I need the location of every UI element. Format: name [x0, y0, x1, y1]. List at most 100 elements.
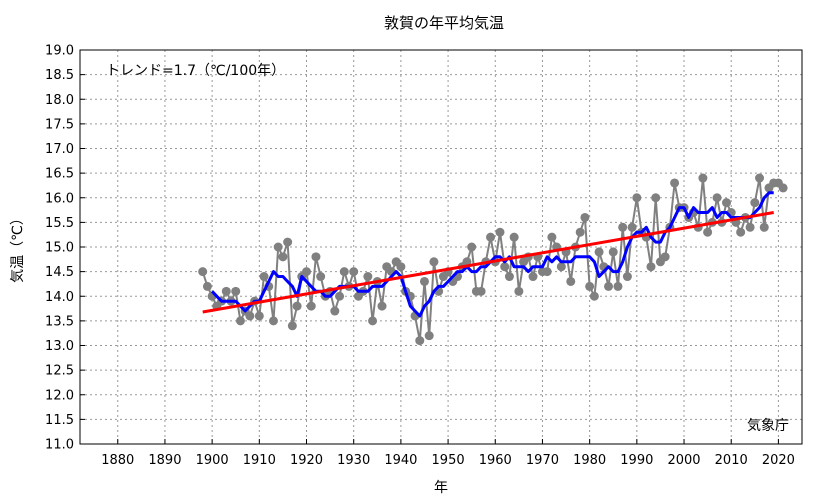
data-point	[736, 227, 746, 237]
data-point	[429, 257, 439, 267]
x-tick-label: 1980	[573, 453, 606, 468]
data-point	[589, 291, 599, 301]
data-point	[585, 281, 595, 291]
data-point	[547, 232, 557, 242]
data-point	[594, 247, 604, 257]
data-point	[198, 267, 208, 277]
y-tick-label: 11.5	[45, 413, 74, 428]
x-tick-label: 1970	[526, 453, 559, 468]
data-point	[660, 252, 670, 262]
y-axis-ticks: 11.0 11.5 12.0 12.5 13.0 13.5 14.0 14.5 15.0 15.5…	[45, 44, 85, 453]
x-axis-label: 年	[434, 480, 448, 496]
data-point	[618, 222, 628, 232]
data-point	[235, 316, 245, 326]
data-point	[419, 276, 429, 286]
x-tick-label: 1930	[337, 453, 370, 468]
data-point	[670, 178, 680, 188]
y-tick-label: 13.0	[45, 339, 74, 354]
data-point	[283, 237, 293, 247]
data-point	[245, 311, 255, 321]
data-point	[504, 272, 514, 282]
x-axis-ticks: 1880 1890 1900 1910 1920 1930 1940 1950 1960 1970…	[101, 439, 795, 468]
data-point	[556, 262, 566, 272]
data-point	[278, 252, 288, 262]
data-point	[580, 212, 590, 222]
data-point	[467, 242, 477, 252]
data-point	[424, 331, 434, 341]
data-point	[349, 267, 359, 277]
data-point	[528, 272, 538, 282]
data-point	[755, 173, 765, 183]
data-point	[363, 272, 373, 282]
credit-label: 気象庁	[747, 418, 789, 434]
y-tick-label: 13.5	[45, 314, 74, 329]
x-tick-label: 2010	[715, 453, 748, 468]
series-line-moving-average	[211, 191, 774, 318]
y-tick-label: 19.0	[45, 44, 74, 59]
x-tick-label: 1960	[479, 453, 512, 468]
y-axis-label: 気温（℃）	[10, 211, 26, 283]
series-layer	[198, 173, 788, 346]
x-tick-label: 1990	[620, 453, 653, 468]
x-tick-label: 1920	[290, 453, 323, 468]
data-point	[287, 321, 297, 331]
data-point	[500, 262, 510, 272]
data-point	[542, 267, 552, 277]
data-point	[368, 316, 378, 326]
series-line-trend	[202, 211, 774, 314]
x-tick-label: 1950	[432, 453, 465, 468]
data-point	[575, 227, 585, 237]
grid	[80, 50, 802, 444]
y-tick-label: 17.5	[45, 117, 74, 132]
y-tick-label: 14.5	[45, 265, 74, 280]
data-point	[302, 267, 312, 277]
trend-label: トレンド=1.7（℃/100年）	[106, 63, 285, 79]
y-tick-label: 16.5	[45, 167, 74, 182]
data-point	[311, 252, 321, 262]
data-point	[778, 183, 788, 193]
y-tick-label: 15.0	[45, 241, 74, 256]
x-tick-label: 2000	[667, 453, 700, 468]
x-tick-label: 1890	[148, 453, 181, 468]
data-point	[712, 193, 722, 203]
data-point	[486, 232, 496, 242]
data-point	[339, 267, 349, 277]
data-point	[745, 222, 755, 232]
data-point	[292, 301, 302, 311]
data-point	[698, 173, 708, 183]
y-tick-label: 11.0	[45, 438, 74, 453]
data-point	[254, 311, 264, 321]
data-point	[330, 306, 340, 316]
plot-frame	[79, 49, 803, 445]
data-point	[632, 193, 642, 203]
data-point	[415, 336, 425, 346]
y-tick-label: 17.0	[45, 142, 74, 157]
data-point	[566, 276, 576, 286]
data-point	[462, 257, 472, 267]
y-tick-label: 18.0	[45, 93, 74, 108]
data-point	[646, 262, 656, 272]
data-point	[627, 222, 637, 232]
y-tick-label: 12.5	[45, 364, 74, 379]
data-point	[622, 272, 632, 282]
y-tick-label: 15.5	[45, 216, 74, 231]
y-tick-label: 18.5	[45, 68, 74, 83]
data-point	[759, 222, 769, 232]
data-point	[377, 301, 387, 311]
data-point	[651, 193, 661, 203]
data-point	[608, 247, 618, 257]
data-point	[509, 232, 519, 242]
data-point	[721, 198, 731, 208]
data-point	[514, 286, 524, 296]
data-point	[273, 242, 283, 252]
x-tick-label: 2020	[762, 453, 795, 468]
data-point	[202, 281, 212, 291]
data-point	[306, 301, 316, 311]
y-tick-label: 14.0	[45, 290, 74, 305]
data-point	[396, 262, 406, 272]
data-point	[750, 198, 760, 208]
data-point	[476, 286, 486, 296]
y-tick-label: 12.0	[45, 388, 74, 403]
data-point	[221, 286, 231, 296]
